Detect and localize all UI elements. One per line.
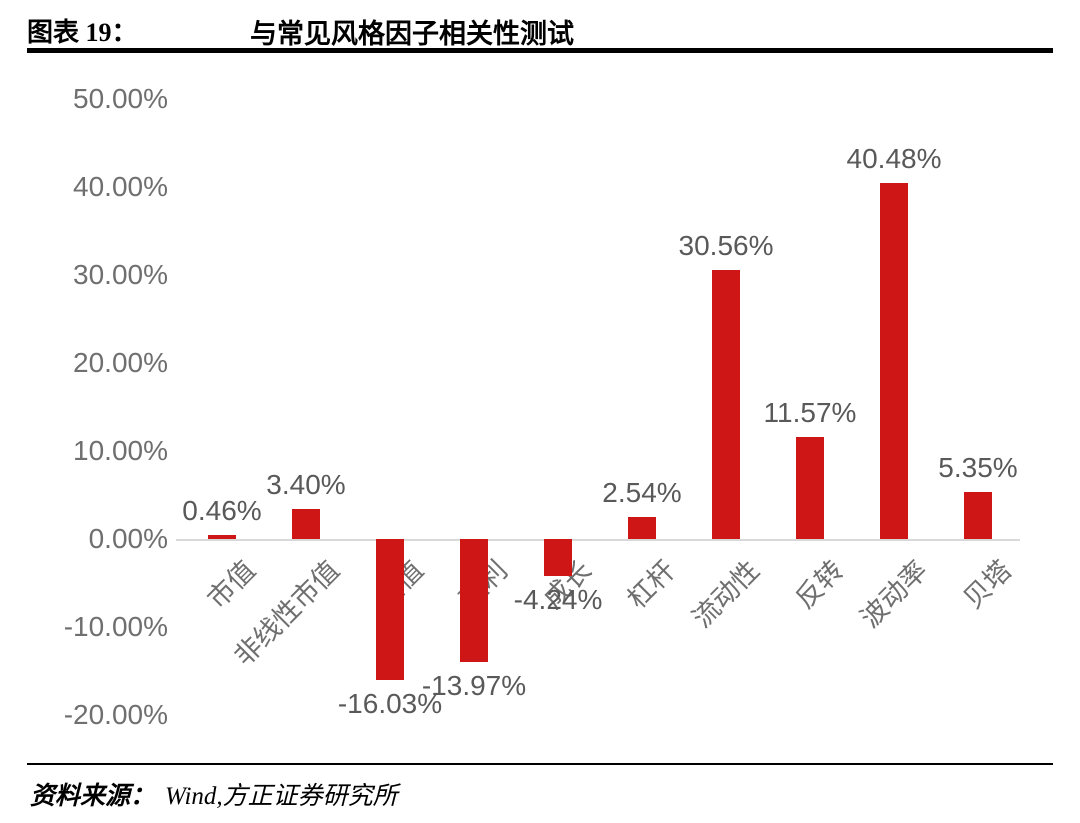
x-axis-category-label: 反转 [789,555,850,615]
bar-value-label: 0.46% [182,494,262,526]
bar-value-label: -13.97% [421,669,527,701]
x-axis-category-label: 市值 [201,555,262,615]
bar-value-label: 40.48% [846,142,942,174]
bar [880,182,908,539]
source-line: 资料来源： Wind,方正证券研究所 [30,776,398,812]
figure-title: 与常见风格因子相关性测试 [250,19,574,49]
y-axis-tick-label: -10.00% [63,611,168,642]
footer-divider [27,763,1053,765]
bar [460,539,488,662]
figure-number-label: 图表 19： [27,18,138,47]
bar-value-label: 11.57% [763,397,857,429]
bar [208,534,236,539]
y-axis-tick-label: 50.00% [73,83,168,114]
y-axis-tick-label: 20.00% [73,347,168,378]
source-text: Wind,方正证券研究所 [165,783,398,810]
x-axis-category-label: 贝塔 [957,555,1018,615]
header-divider [27,48,1053,53]
bar [544,539,572,577]
y-axis-tick-label: 10.00% [73,435,168,466]
bar-value-label: 3.40% [266,469,346,501]
bar [964,491,992,539]
x-axis-category-label: 流动性 [686,555,766,634]
y-axis-tick-label: 40.00% [73,171,168,202]
bar-value-label: 2.54% [602,476,682,508]
y-axis-tick-label: -20.00% [63,699,168,730]
bar [292,509,320,539]
bar-value-label: 5.35% [938,451,1018,483]
bar-value-label: 30.56% [678,230,774,262]
x-axis-category-label: 波动率 [854,555,934,634]
bar [628,516,656,539]
y-axis-tick-label: 30.00% [73,259,168,290]
y-axis-tick-label: 0.00% [88,523,168,554]
source-prefix: 资料来源： [30,783,156,810]
bar [796,437,824,539]
x-axis-line [176,539,1020,541]
bar-value-label: -16.03% [337,688,443,720]
bar [712,270,740,539]
bar [376,539,404,681]
bar-value-label: -4.24% [513,584,603,616]
